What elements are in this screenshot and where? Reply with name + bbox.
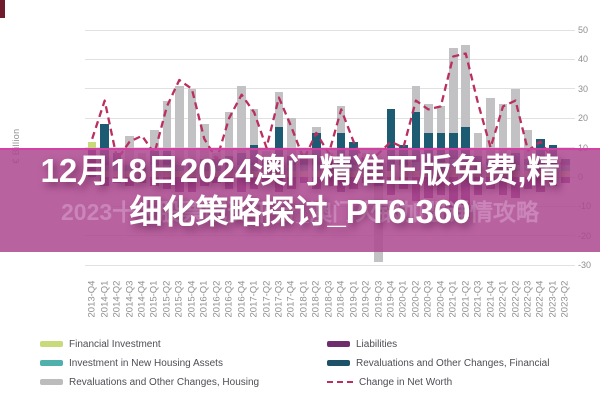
x-tick-label: 2019-Q1: [348, 280, 360, 318]
bar-segment: [336, 106, 346, 133]
bar-segment: [312, 127, 321, 133]
legend-swatch: [327, 360, 350, 366]
x-tick-label: 2022-Q1: [497, 280, 509, 318]
overlay-title-line1: 12月18日2024澳门精准正版免费,精: [40, 152, 560, 189]
legend-item: Revaluations and Other Changes, Housing: [40, 376, 259, 388]
legend-label: Change in Net Worth: [359, 376, 453, 388]
bar-segment: [87, 141, 97, 148]
x-tick-label: 2023-Q1: [547, 280, 559, 318]
x-tick-label: 2022-Q3: [522, 280, 534, 318]
x-tick-label: 2016-Q4: [236, 280, 248, 318]
overlay-title: 12月18日2024澳门精准正版免费,精 细化策略探讨_PT6.360: [0, 150, 600, 232]
legend-label: Financial Investment: [69, 338, 161, 350]
y-tick-label: 30: [578, 83, 589, 94]
x-tick-label: 2021-Q3: [472, 280, 484, 318]
x-tick-label: 2015-Q3: [173, 280, 185, 318]
gridline--30: [85, 265, 575, 266]
x-tick-label: 2022-Q4: [534, 280, 546, 318]
y-tick-label: 20: [578, 113, 589, 124]
y-tick-label: 50: [578, 25, 589, 35]
overlay-title-line2: 细化策略探讨_PT6.360: [129, 193, 471, 230]
x-tick-label: 2015-Q1: [148, 280, 160, 318]
x-tick-label: 2018-Q2: [310, 280, 322, 318]
gridline-40: [85, 59, 575, 60]
x-tick-label: 2014-Q4: [136, 280, 148, 318]
bar-segment: [274, 91, 284, 127]
gridline-30: [85, 88, 575, 89]
legend-swatch: [40, 360, 63, 366]
x-tick-label: 2021-Q1: [447, 280, 459, 318]
x-tick-label: 2014-Q3: [124, 280, 136, 318]
x-tick-label: 2014-Q2: [111, 280, 123, 318]
x-tick-label: 2018-Q4: [335, 280, 347, 318]
x-tick-label: 2015-Q4: [186, 280, 198, 318]
legend-label: Revaluations and Other Changes, Financia…: [356, 357, 550, 369]
watermark-text: 2023十大股票配资平台_澳门火锅加盟详情攻略: [61, 199, 539, 225]
bar-segment: [411, 85, 421, 113]
x-tick-label: 2020-Q1: [397, 280, 409, 318]
legend-label: Liabilities: [356, 338, 398, 350]
x-tick-label: 2023-Q2: [559, 280, 571, 318]
x-tick-label: 2016-Q3: [223, 280, 235, 318]
x-tick-label: 2014-Q1: [99, 280, 111, 318]
legend-item: Revaluations and Other Changes, Financia…: [327, 357, 549, 369]
x-tick-label: 2017-Q4: [285, 280, 297, 318]
legend-swatch: [327, 341, 350, 347]
x-tick-label: 2020-Q4: [435, 280, 447, 318]
x-tick-label: 2020-Q3: [422, 280, 434, 318]
y-tick-label: 40: [578, 54, 589, 65]
x-tick-label: 2017-Q2: [261, 280, 272, 318]
bar-segment: [424, 103, 433, 133]
x-tick-label: 2016-Q1: [198, 280, 210, 318]
x-tick-label: 2018-Q1: [298, 280, 310, 318]
legend-swatch: [327, 381, 353, 383]
corner-mark: [0, 0, 5, 18]
x-tick-label: 2013-Q4: [86, 280, 98, 318]
x-tick-label: 2022-Q2: [510, 280, 521, 318]
x-tick-label: 2019-Q2: [360, 280, 372, 318]
x-tick-label: 2016-Q2: [211, 280, 223, 318]
legend-item: Investment in New Housing Assets: [40, 357, 223, 369]
x-tick-label: 2017-Q3: [273, 280, 285, 318]
bar-segment: [436, 106, 446, 133]
legend-item: Change in Net Worth: [327, 376, 452, 388]
x-tick-label: 2020-Q2: [410, 280, 422, 318]
bar-segment: [249, 109, 259, 145]
x-tick-label: 2019-Q4: [385, 280, 397, 318]
bar-segment: [511, 88, 520, 154]
bar-segment: [449, 47, 458, 133]
bar-segment: [237, 85, 246, 154]
y-tick-label: -30: [578, 260, 592, 271]
legend-label: Investment in New Housing Assets: [69, 357, 223, 369]
x-tick-label: 2018-Q3: [323, 280, 335, 318]
x-tick-label: 2021-Q4: [485, 280, 497, 318]
legend-item: Liabilities: [327, 338, 397, 350]
bar-segment: [162, 100, 172, 151]
x-tick-label: 2015-Q2: [161, 280, 173, 318]
gridline-50: [85, 30, 575, 31]
x-tick-label: 2017-Q1: [248, 280, 260, 318]
x-tick-label: 2021-Q2: [460, 280, 472, 318]
chart-legend: Financial Investment Investment in New Ho…: [0, 330, 600, 394]
y-tick-label: 10: [578, 143, 598, 153]
legend-item: Financial Investment: [40, 338, 161, 350]
x-tick-label: 2019-Q3: [373, 280, 385, 318]
legend-swatch: [40, 341, 63, 347]
legend-swatch: [40, 379, 63, 385]
legend-label: Revaluations and Other Changes, Housing: [69, 376, 260, 388]
bar-segment: [461, 44, 470, 127]
